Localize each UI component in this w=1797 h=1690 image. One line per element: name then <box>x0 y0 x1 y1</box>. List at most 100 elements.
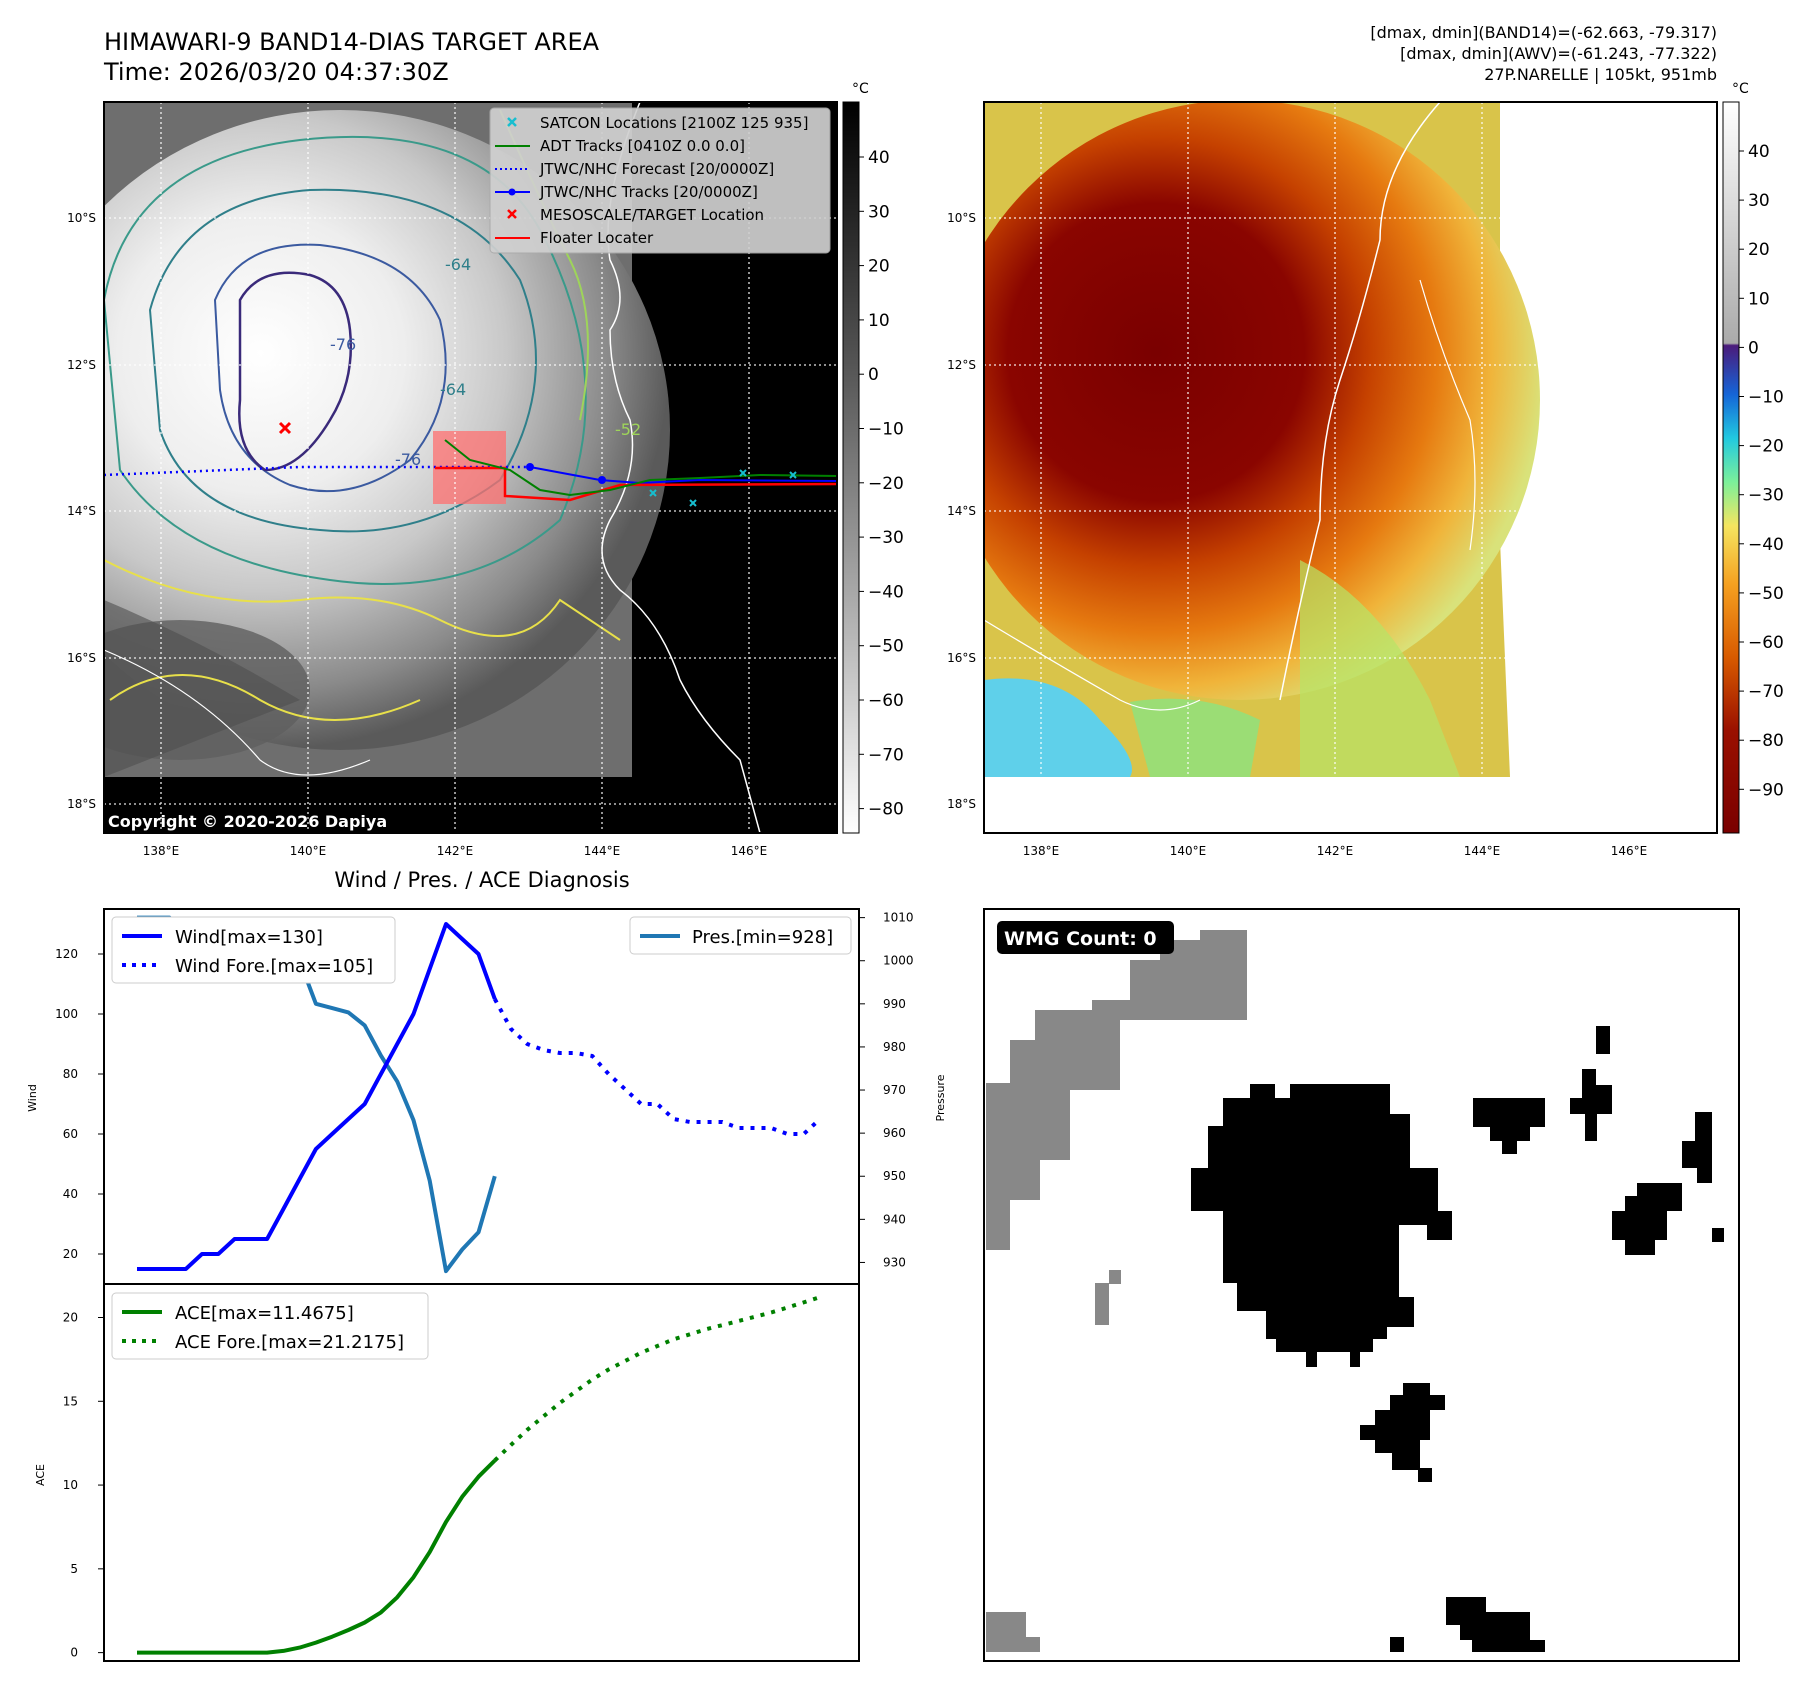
colorbar-tick-label: −40 <box>868 582 904 602</box>
colorbar-tick-label: 30 <box>1748 191 1770 211</box>
pres-tick-label: 970 <box>883 1083 906 1097</box>
pressure-ylabel: Pressure <box>934 1074 947 1121</box>
info-awv: [dmax, dmin](AWV)=(-61.243, -77.322) <box>1400 44 1717 63</box>
colorbar-tick-label: 0 <box>868 365 879 385</box>
contour-label: -52 <box>615 420 641 439</box>
wind-tick-label: 60 <box>63 1127 78 1141</box>
awv-coastline <box>1279 102 1441 701</box>
legend-wind: Wind[max=130] <box>175 927 323 948</box>
contour-label: -64 <box>440 380 466 399</box>
colorbar-tick-label: 30 <box>868 202 890 222</box>
legend-ace-fore: ACE Fore.[max=21.2175] <box>175 1332 404 1353</box>
legend-item: Floater Locater <box>495 229 654 247</box>
ace-series <box>137 1459 497 1655</box>
contour-76 <box>213 243 447 493</box>
legend-label: SATCON Locations [2100Z 125 935] <box>540 114 808 132</box>
colorbar-tick-label: 10 <box>868 311 890 331</box>
contour-yellow-2 <box>109 674 421 721</box>
contour-52 <box>104 135 587 585</box>
lon-label: 140°E <box>290 844 327 858</box>
legend-item: ADT Tracks [0410Z 0.0 0.0] <box>495 137 745 155</box>
wind-forecast-series <box>493 998 822 1136</box>
wind-series <box>137 922 497 1271</box>
lat-label: 10°S <box>67 211 96 225</box>
pres-tick-label: 990 <box>883 997 906 1011</box>
legend-item: MESOSCALE/TARGET Location <box>507 206 764 224</box>
ir-coastline <box>601 102 761 833</box>
awv-map-axis-labels: 10°S 12°S 14°S 16°S 18°S 138°E 140°E 142°E 144°E… <box>947 211 1647 858</box>
colorbar-tick-label: −70 <box>1748 682 1784 702</box>
lat-label: 14°S <box>947 504 976 518</box>
target-marker <box>278 421 292 435</box>
lat-label: 18°S <box>67 797 96 811</box>
map-legend: SATCON Locations [2100Z 125 935] ADT Trac… <box>489 107 831 254</box>
awv-cloud-shield <box>984 102 1540 700</box>
ir-map-frame <box>103 101 838 834</box>
lat-label: 18°S <box>947 797 976 811</box>
legend-label: JTWC/NHC Forecast [20/0000Z] <box>539 160 774 178</box>
diagnosis-title: Wind / Pres. / ACE Diagnosis <box>334 868 629 892</box>
colorbar-tick-label: 20 <box>1748 240 1770 260</box>
ace-legend: ACE[max=11.4675] ACE Fore.[max=21.2175] <box>111 1292 429 1360</box>
awv-warm-area <box>984 678 1132 777</box>
wind-tick-label: 80 <box>63 1067 78 1081</box>
lon-label: 146°E <box>1611 844 1648 858</box>
awv-gridlines <box>984 102 1717 833</box>
colorbar-tick-label: 0 <box>1748 338 1759 358</box>
ace-tick-label: 20 <box>63 1311 78 1325</box>
ir-cloud-shield <box>104 110 670 750</box>
legend-ace: ACE[max=11.4675] <box>175 1303 354 1324</box>
awv-map-panel <box>983 101 1718 834</box>
contour-label: -76 <box>395 450 421 469</box>
lat-label: 12°S <box>947 358 976 372</box>
ace-tick-label: 10 <box>63 1478 78 1492</box>
pres-tick-label: 940 <box>883 1212 906 1226</box>
colorbar-tick-label: −20 <box>1748 437 1784 457</box>
colorbar-tick-label: −90 <box>1748 780 1784 800</box>
lon-label: 140°E <box>1170 844 1207 858</box>
lon-label: 142°E <box>1317 844 1354 858</box>
colorbar-tick-label: −30 <box>868 528 904 548</box>
awv-colorbar: °C 40 30 20 10 0 −10 −20 −30 −40 −50 −60 −70 −80 −90 <box>1722 81 1784 834</box>
pres-tick-label: 1010 <box>883 911 914 925</box>
lon-label: 146°E <box>731 844 768 858</box>
awv-map-frame <box>983 101 1718 834</box>
contour-inner <box>238 271 353 472</box>
colorbar-tick-label: −80 <box>1748 731 1784 751</box>
legend-wind-fore: Wind Fore.[max=105] <box>175 956 373 977</box>
awv-colorbar-unit: °C <box>1732 81 1749 97</box>
ace-tick-label: 15 <box>63 1394 78 1408</box>
lat-label: 16°S <box>947 651 976 665</box>
legend-pres: Pres.[min=928] <box>692 927 833 948</box>
ace-tick-label: 0 <box>70 1646 78 1660</box>
colorbar-tick-label: 40 <box>1748 142 1770 162</box>
info-band14: [dmax, dmin](BAND14)=(-62.663, -79.317) <box>1370 23 1717 42</box>
floater-track <box>435 466 837 502</box>
contour-label: -64 <box>445 255 471 274</box>
ace-ylabel: ACE <box>34 1464 47 1486</box>
wind-ylabel: Wind <box>26 1084 39 1112</box>
colorbar-tick-label: −50 <box>1748 584 1784 604</box>
wind-tick-label: 100 <box>55 1007 78 1021</box>
figure-time: Time: 2026/03/20 04:37:30Z <box>103 58 449 86</box>
legend-marker <box>508 188 516 196</box>
colorbar-tick-label: −30 <box>1748 486 1784 506</box>
wmg-count-label: WMG Count: 0 <box>1004 928 1157 950</box>
ir-map-axis-labels: 10°S 12°S 14°S 16°S 18°S 138°E 140°E 142°E 144°E… <box>67 211 767 858</box>
ace-forecast-series <box>493 1295 821 1462</box>
satcon-markers <box>649 469 797 507</box>
lon-label: 144°E <box>1464 844 1501 858</box>
lat-label: 12°S <box>67 358 96 372</box>
adt-track <box>444 439 837 497</box>
colorbar-tick-label: −60 <box>868 691 904 711</box>
info-storm: 27P.NARELLE | 105kt, 951mb <box>1484 65 1717 84</box>
legend-marker <box>507 117 517 127</box>
lat-label: 10°S <box>947 211 976 225</box>
colorbar-tick-label: 20 <box>868 257 890 277</box>
pres-tick-label: 1000 <box>883 954 914 968</box>
legend-item: JTWC/NHC Tracks [20/0000Z] <box>495 183 758 201</box>
legend-item: SATCON Locations [2100Z 125 935] <box>507 114 808 132</box>
ace-tick-label: 5 <box>70 1562 78 1576</box>
lat-label: 14°S <box>67 504 96 518</box>
